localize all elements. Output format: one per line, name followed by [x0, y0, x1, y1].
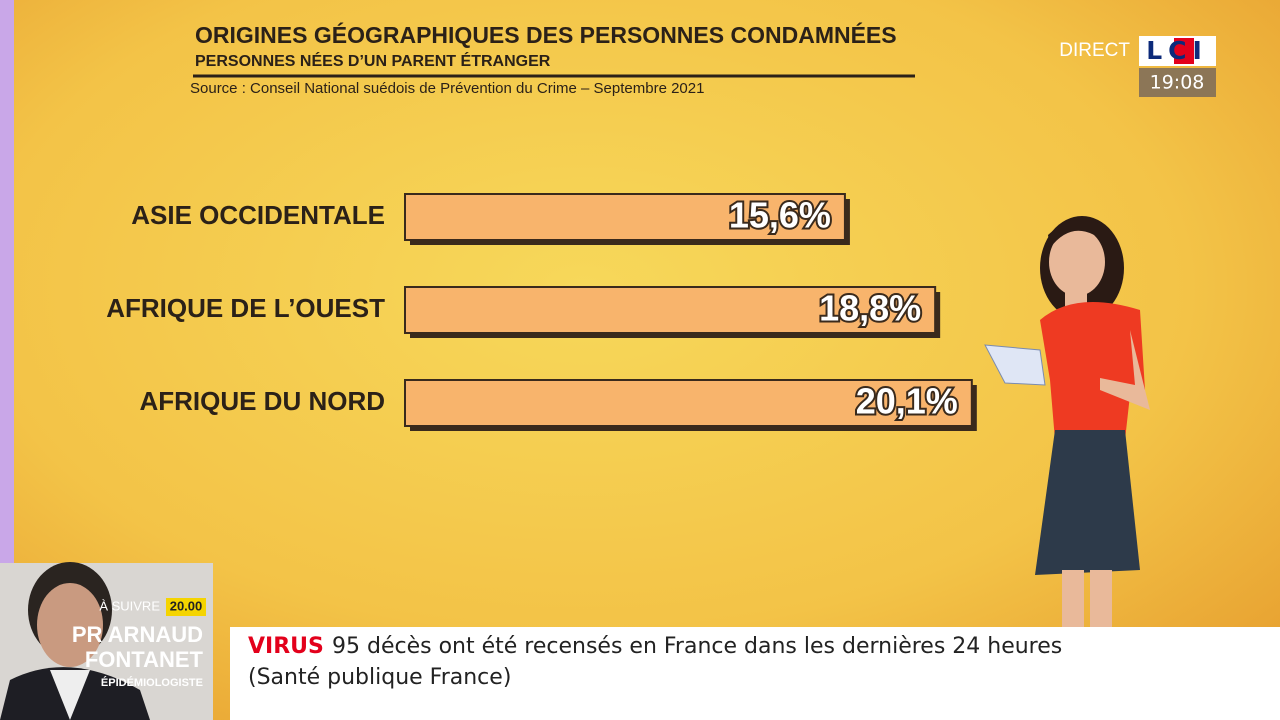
channel-logo: LCI: [1146, 36, 1208, 65]
value-label: 15,6%: [729, 195, 831, 236]
logo-accent: [1174, 38, 1194, 64]
next-time: 20.00: [170, 598, 203, 613]
chart-subtitle: PERSONNES NÉES D’UN PARENT ÉTRANGER: [195, 51, 551, 70]
clock-box: [1139, 68, 1216, 97]
bar: [404, 193, 846, 241]
bar-chart: ASIE OCCIDENTALE 15,6% AFRIQUE DE L’OUEST 1…: [106, 193, 977, 431]
bar: [404, 286, 937, 334]
clock: 19:08: [1150, 72, 1205, 94]
category-label: AFRIQUE DU NORD: [139, 386, 385, 416]
category-label: ASIE OCCIDENTALE: [131, 200, 385, 230]
ticker-text: (Santé publique France): [248, 665, 511, 690]
guest-name: PR ARNAUD: [72, 622, 203, 647]
next-label: À SUIVRE: [99, 598, 160, 613]
live-label: DIRECT: [1059, 40, 1130, 61]
next-time-box: [166, 598, 206, 616]
ticker-tag: VIRUS: [248, 634, 324, 659]
ticker-text: 95 décès ont été recensés en France dans…: [332, 634, 1062, 659]
guest-thumbnail: [0, 562, 213, 720]
presenter: [984, 216, 1150, 630]
ticker: [230, 627, 1280, 720]
chart-source: Source : Conseil National suédois de Pré…: [190, 80, 704, 97]
category-label: AFRIQUE DE L’OUEST: [106, 293, 385, 323]
chart-title: ORIGINES GÉOGRAPHIQUES DES PERSONNES CON…: [195, 21, 897, 48]
bar: [404, 379, 973, 427]
guest-name: FONTANET: [85, 647, 204, 672]
value-label: 20,1%: [856, 381, 958, 422]
value-label: 18,8%: [819, 288, 921, 329]
guest-role: ÉPIDÉMIOLOGISTE: [101, 676, 203, 689]
